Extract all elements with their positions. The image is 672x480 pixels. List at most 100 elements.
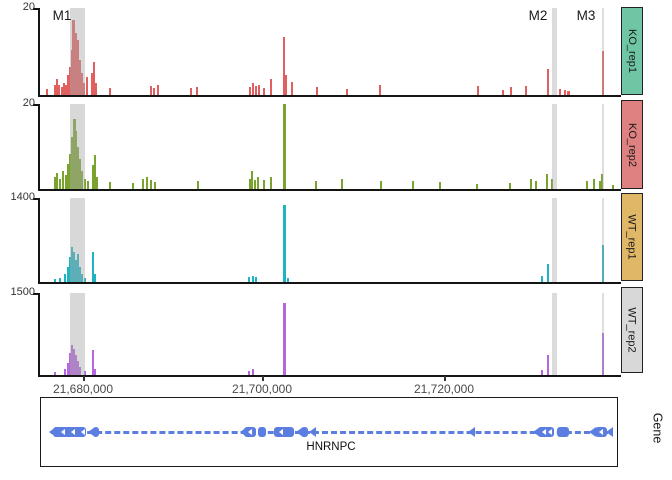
highlight-band-m3 bbox=[601, 8, 604, 95]
gene-exon bbox=[538, 427, 554, 437]
coverage-bar bbox=[67, 75, 69, 95]
exon-strand-arrow-icon bbox=[599, 429, 603, 435]
coverage-bar bbox=[509, 183, 511, 189]
strand-arrow-icon bbox=[240, 427, 247, 437]
coverage-bar bbox=[541, 276, 543, 282]
track-baseline bbox=[38, 282, 621, 284]
coverage-bar bbox=[153, 88, 155, 95]
coverage-bar bbox=[93, 62, 95, 95]
strand-arrow-icon bbox=[49, 427, 56, 437]
exon-strand-arrow-icon bbox=[248, 429, 252, 435]
coverage-bar bbox=[62, 171, 64, 189]
coverage-bar bbox=[254, 180, 256, 189]
coverage-bar bbox=[64, 369, 66, 375]
coverage-bar bbox=[547, 264, 549, 282]
coverage-bar bbox=[196, 87, 198, 95]
highlight-band-m3 bbox=[601, 104, 604, 189]
coverage-bar bbox=[154, 182, 156, 189]
coverage-bar bbox=[270, 79, 272, 95]
gene-body-line bbox=[51, 431, 608, 434]
coverage-bar bbox=[67, 363, 69, 375]
coverage-bar bbox=[315, 181, 317, 189]
coverage-bar bbox=[525, 86, 527, 95]
coverage-bar bbox=[146, 177, 148, 189]
coverage-bar bbox=[75, 355, 77, 375]
coverage-bar bbox=[379, 85, 381, 95]
coverage-bar bbox=[510, 87, 512, 95]
coverage-bar bbox=[81, 171, 83, 189]
coverage-bar bbox=[541, 370, 543, 375]
coverage-bar bbox=[67, 164, 69, 189]
coverage-bar bbox=[75, 260, 77, 282]
marker-label-m3: M3 bbox=[576, 8, 596, 23]
coverage-bar bbox=[551, 179, 553, 189]
coverage-bar bbox=[593, 179, 595, 189]
coverage-bar bbox=[602, 245, 604, 282]
y-axis-top-tick bbox=[33, 8, 38, 10]
coverage-bar bbox=[502, 90, 504, 95]
highlight-band-m1 bbox=[70, 293, 85, 375]
strand-arrow-icon bbox=[309, 427, 316, 437]
track-label-box-wt_rep2: WT_rep2 bbox=[621, 287, 643, 373]
coverage-bar bbox=[94, 274, 96, 282]
coverage-bar bbox=[64, 274, 66, 282]
coverage-bar bbox=[96, 177, 98, 189]
coverage-bar bbox=[77, 254, 79, 282]
coverage-bar bbox=[54, 85, 56, 95]
coverage-bar bbox=[73, 252, 75, 282]
coverage-bar bbox=[94, 369, 96, 375]
highlight-band-m2 bbox=[552, 293, 557, 375]
coverage-bar bbox=[535, 181, 537, 189]
strand-arrow-icon bbox=[468, 427, 475, 437]
track-label-text: WT_rep1 bbox=[626, 214, 638, 260]
coverage-bar bbox=[530, 179, 532, 189]
coverage-bar bbox=[63, 83, 65, 95]
highlight-band-m3 bbox=[601, 198, 604, 282]
coverage-bar bbox=[599, 181, 601, 189]
exon-strand-arrow-icon bbox=[81, 429, 85, 435]
coverage-bar bbox=[77, 40, 79, 95]
coverage-bar bbox=[84, 179, 86, 189]
strand-arrow-icon bbox=[88, 427, 95, 437]
coverage-bar bbox=[291, 82, 293, 95]
coverage-bar bbox=[346, 89, 348, 95]
coverage-bar bbox=[249, 87, 251, 95]
coverage-bar bbox=[612, 185, 614, 189]
y-axis-top-tick bbox=[33, 198, 38, 200]
strand-arrow-icon bbox=[533, 427, 540, 437]
coverage-bar bbox=[94, 155, 96, 189]
coverage-bar bbox=[71, 20, 75, 95]
gene-model-panel: HNRNPC bbox=[40, 397, 618, 467]
track-label-text: KO_rep2 bbox=[626, 122, 638, 167]
gene-exon bbox=[274, 427, 294, 437]
coverage-bar bbox=[86, 77, 88, 95]
coverage-bar bbox=[157, 85, 159, 95]
y-axis-line bbox=[38, 198, 40, 282]
coverage-bar bbox=[602, 333, 604, 375]
coverage-bar bbox=[59, 179, 61, 189]
coverage-bar bbox=[77, 147, 79, 189]
coverage-track-ko_rep1 bbox=[33, 8, 620, 95]
coverage-bar bbox=[54, 279, 56, 282]
coverage-bar bbox=[71, 345, 73, 375]
coverage-bar bbox=[249, 179, 251, 189]
coverage-bar bbox=[283, 37, 285, 95]
coverage-track-wt_rep2 bbox=[33, 293, 620, 375]
gene-exon bbox=[53, 427, 86, 437]
coverage-bar bbox=[59, 278, 61, 282]
coverage-bar bbox=[564, 90, 566, 95]
coverage-bar bbox=[150, 180, 152, 189]
coverage-bar bbox=[54, 177, 56, 189]
coverage-bar bbox=[77, 361, 79, 375]
coverage-bar bbox=[380, 181, 382, 189]
coverage-bar bbox=[586, 181, 588, 189]
gene-exon bbox=[301, 427, 308, 437]
coverage-bar bbox=[69, 257, 71, 282]
coverage-bar bbox=[197, 181, 199, 189]
coverage-bar bbox=[79, 60, 81, 95]
gene-exon bbox=[93, 427, 99, 437]
coverage-bar bbox=[73, 349, 75, 375]
coverage-bar bbox=[257, 177, 259, 189]
coverage-bar bbox=[75, 33, 77, 95]
